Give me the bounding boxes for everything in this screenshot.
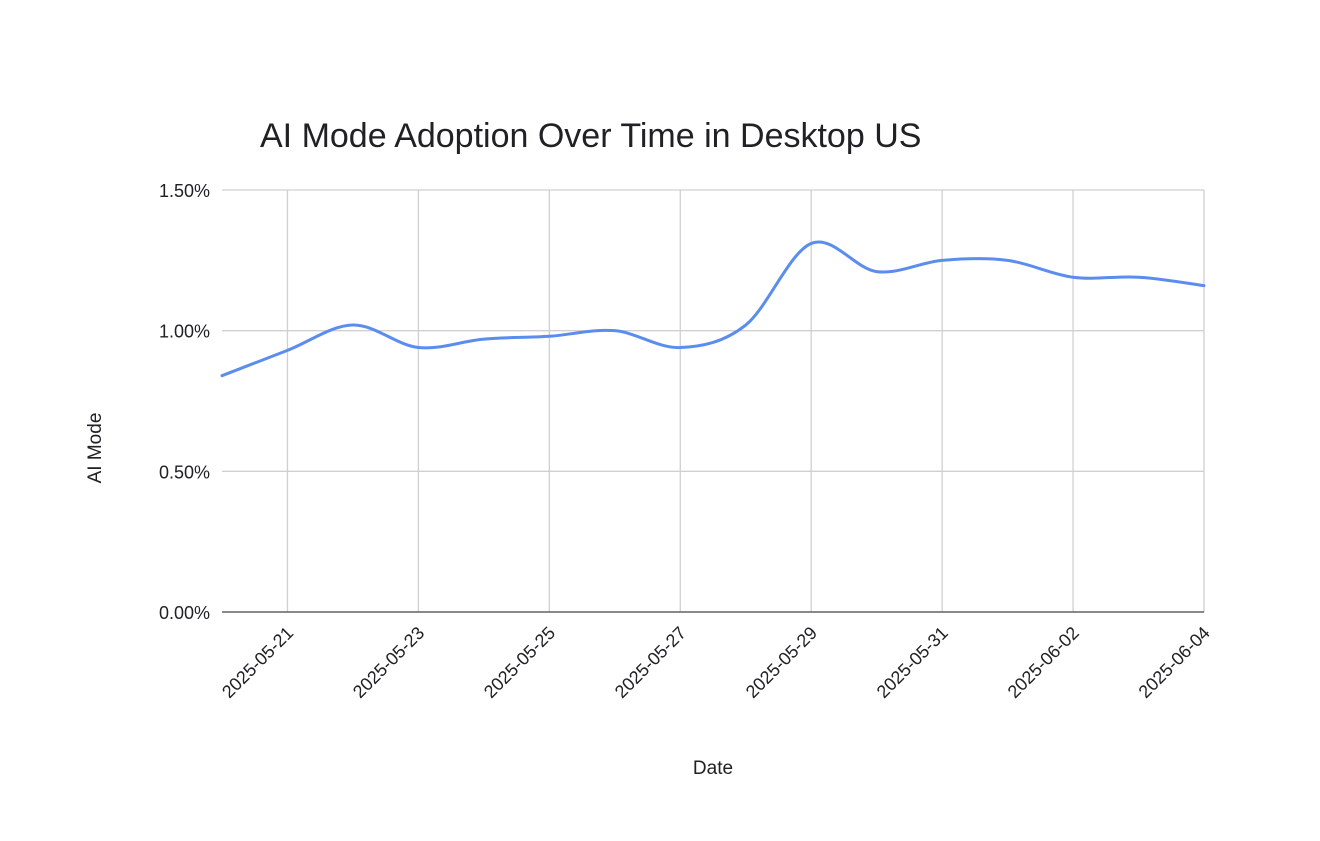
y-tick-label: 0.50%	[159, 462, 210, 482]
y-tick-label: 1.00%	[159, 322, 210, 342]
series-line	[220, 240, 1206, 378]
x-tick-label: 2025-05-23	[349, 623, 428, 702]
x-tick-label: 2025-06-02	[1004, 623, 1083, 702]
x-axis-ticks: 2025-05-21 2025-05-23 2025-05-25 2025-05-27…	[218, 623, 1214, 702]
y-tick-label: 1.50%	[159, 181, 210, 201]
x-tick-label: 2025-05-25	[480, 623, 559, 702]
series-group	[220, 240, 1206, 378]
chart-title: AI Mode Adoption Over Time in Desktop US	[260, 117, 921, 155]
gridlines	[222, 189, 1205, 612]
x-tick-label: 2025-05-31	[873, 623, 952, 702]
y-tick-label: 0.00%	[159, 603, 210, 623]
x-tick-label: 2025-05-21	[218, 623, 297, 702]
y-axis-title: AI Mode	[85, 413, 106, 484]
x-axis-title: Date	[693, 758, 733, 779]
y-axis-ticks: 0.00% 0.50% 1.00% 1.50%	[159, 181, 210, 623]
x-tick-label: 2025-06-04	[1135, 623, 1214, 702]
x-tick-label: 2025-05-29	[742, 623, 821, 702]
x-tick-label: 2025-05-27	[611, 623, 690, 702]
